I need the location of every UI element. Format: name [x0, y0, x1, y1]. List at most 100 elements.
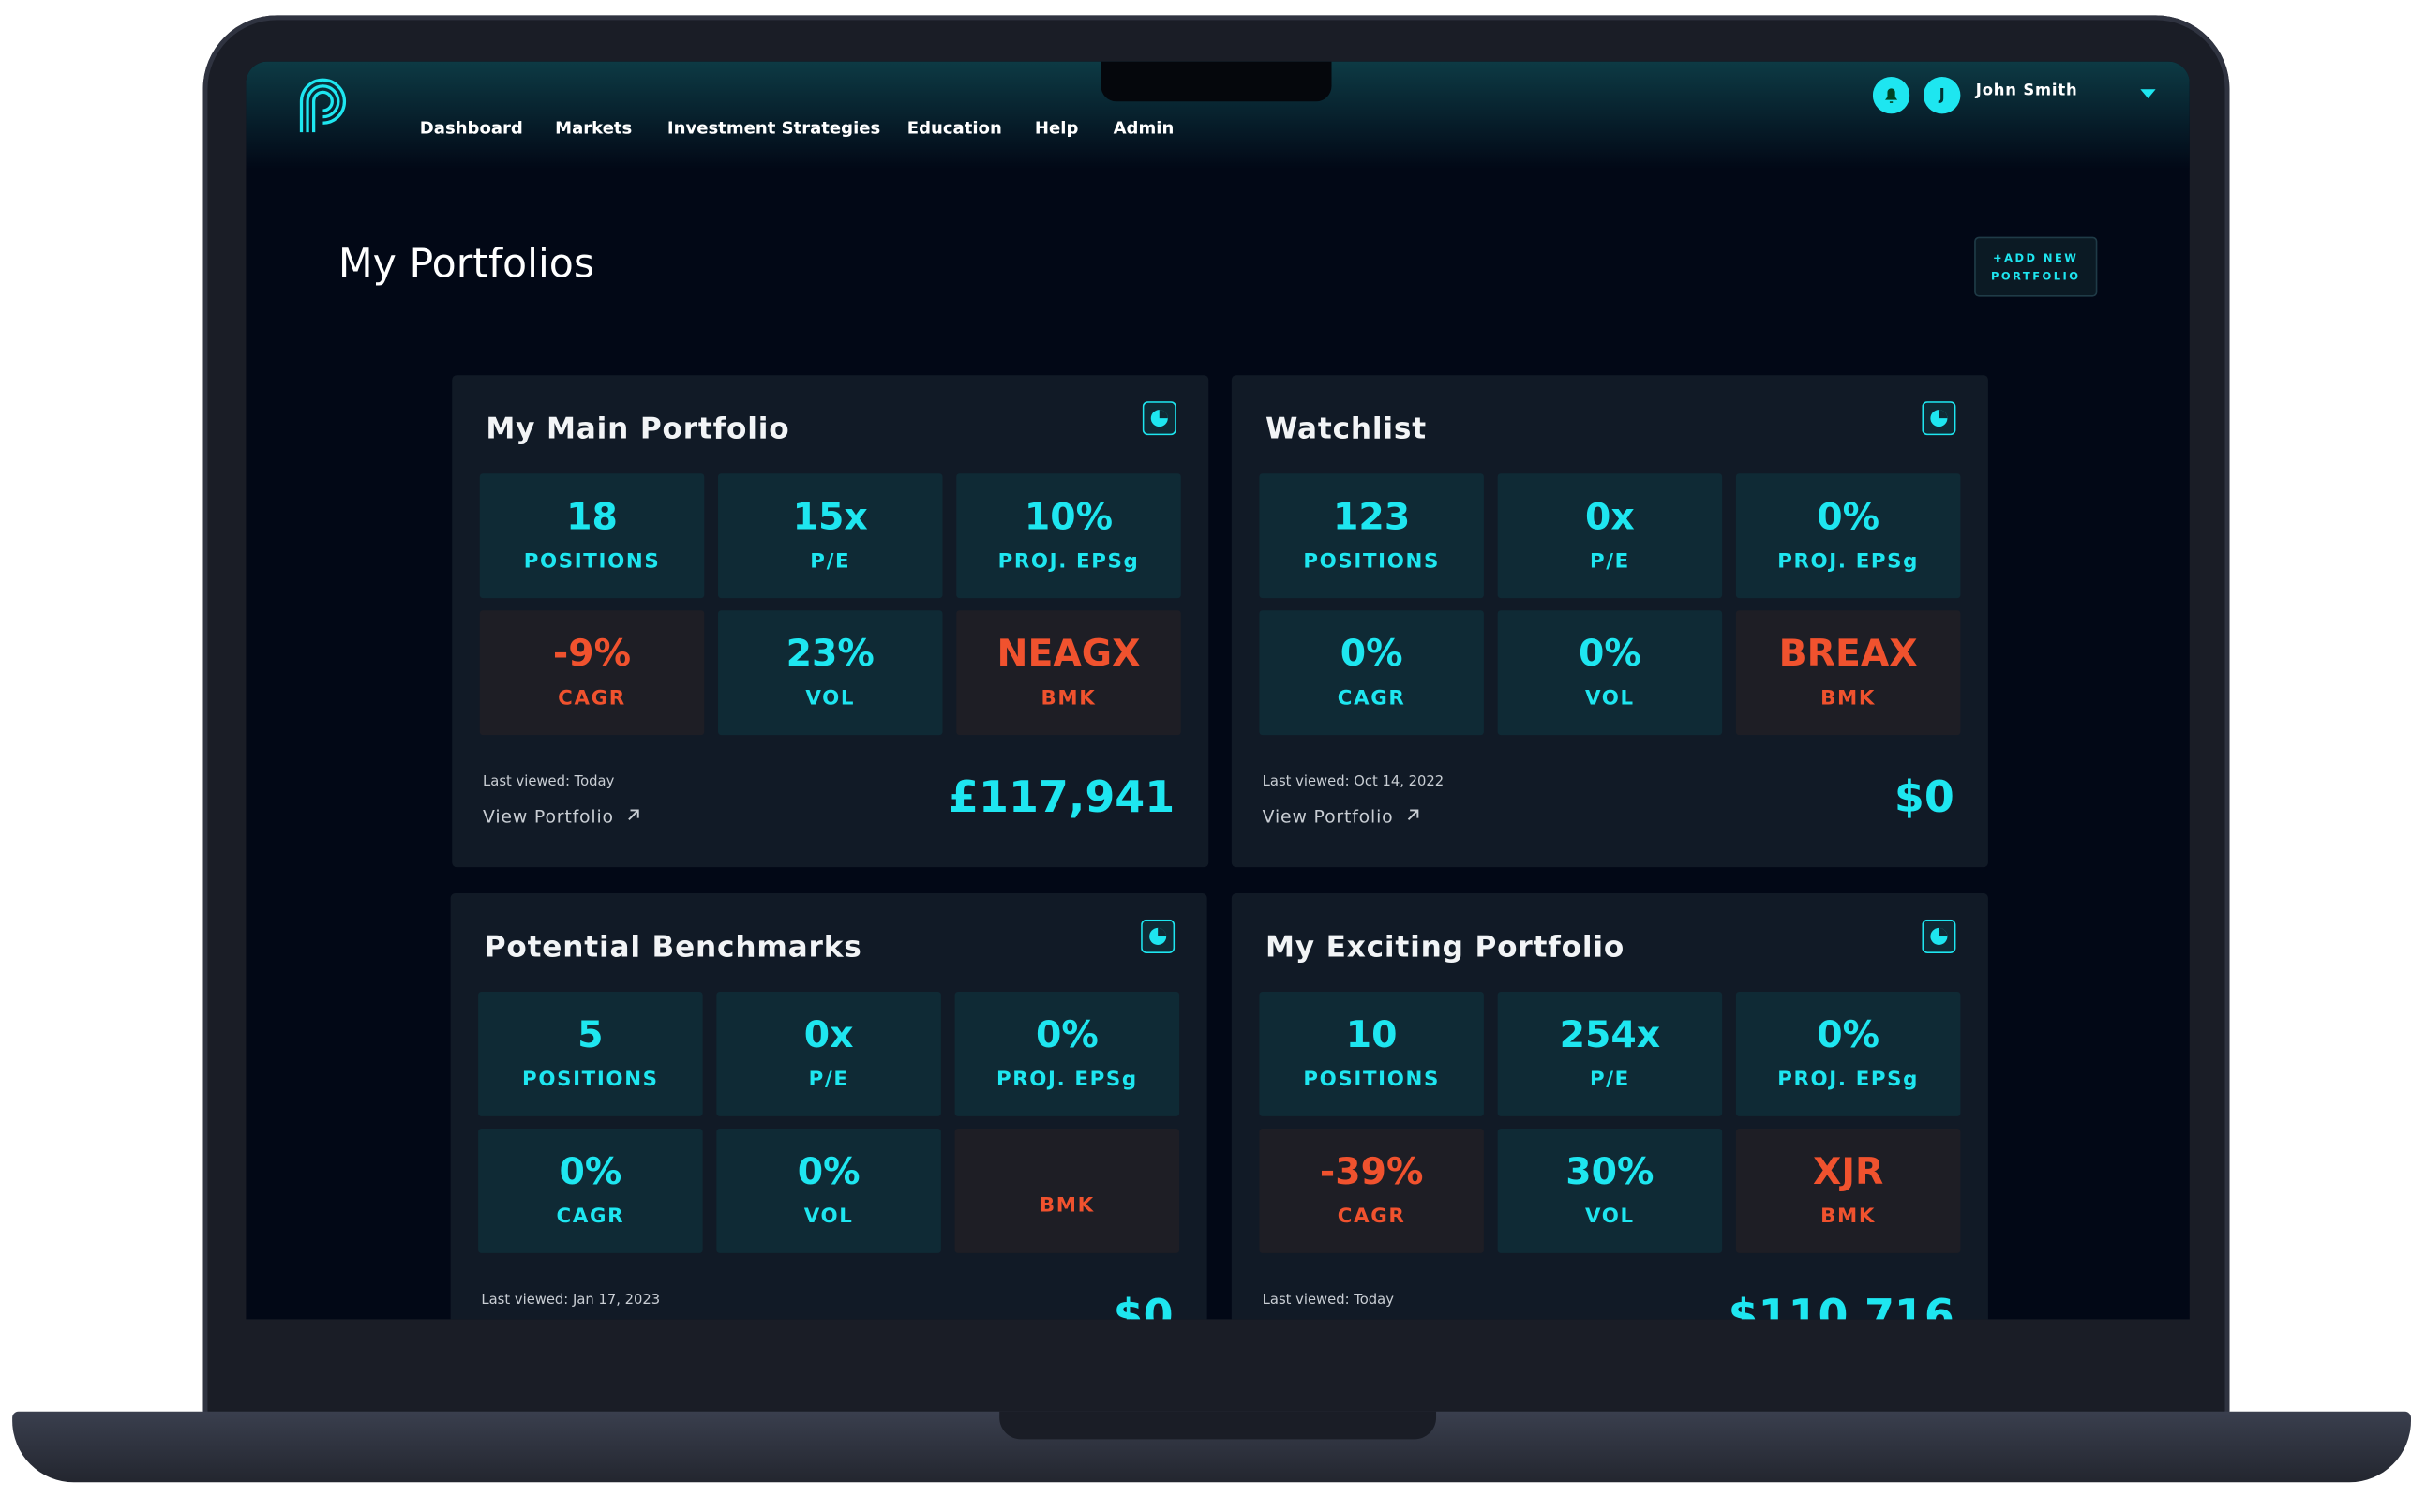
- stat-tile: 0% PROJ. EPSg: [1735, 473, 1961, 599]
- stat-tile: 0% VOL: [1497, 610, 1723, 736]
- card-title: My Main Portfolio: [486, 412, 790, 446]
- stat-value: XJR: [1812, 1149, 1884, 1193]
- stat-value: 23%: [786, 632, 875, 676]
- stat-tile: 0% VOL: [716, 1128, 941, 1253]
- stat-label: VOL: [805, 687, 856, 711]
- stat-label: VOL: [1584, 687, 1635, 711]
- stat-label: P/E: [1589, 1069, 1630, 1092]
- user-menu-caret[interactable]: [2140, 89, 2156, 101]
- stat-value: 123: [1333, 495, 1411, 539]
- stat-value: 10: [1345, 1012, 1398, 1056]
- logo[interactable]: [292, 70, 360, 138]
- stat-tile: 254x P/E: [1497, 991, 1723, 1116]
- chart-icon[interactable]: [1141, 919, 1176, 960]
- stat-tile: 15x P/E: [718, 473, 943, 599]
- stat-label: CAGR: [556, 1205, 625, 1229]
- stat-tile: 30% VOL: [1497, 1128, 1723, 1253]
- stat-tile: -9% CAGR: [479, 610, 705, 736]
- last-viewed: Last viewed: Oct 14, 2022: [1262, 774, 1445, 791]
- stat-tile: 123 POSITIONS: [1259, 473, 1484, 599]
- stat-label: CAGR: [1337, 1205, 1406, 1229]
- view-portfolio-link[interactable]: View Portfolio: [483, 805, 641, 828]
- stat-label: P/E: [1589, 550, 1630, 574]
- stat-value: 10%: [1024, 495, 1114, 539]
- link-arrow[interactable]: [1406, 807, 1421, 822]
- stat-tile: 10 POSITIONS: [1259, 991, 1484, 1116]
- nav-item[interactable]: Investment Strategies: [666, 118, 881, 139]
- stat-tile: XJR BMK: [1735, 1128, 1961, 1253]
- stat-label: P/E: [808, 1069, 849, 1092]
- camera-notch: [1101, 61, 1332, 102]
- nav-item[interactable]: Help: [1034, 118, 1079, 139]
- stat-tile: NEAGX BMK: [956, 610, 1181, 736]
- link-arrow[interactable]: [626, 807, 641, 822]
- last-viewed: Last viewed: Jan 17, 2023: [481, 1293, 661, 1309]
- page-title: My Portfolios: [337, 241, 595, 288]
- stat-label: VOL: [803, 1205, 854, 1229]
- stat-label: BMK: [1820, 687, 1877, 711]
- portfolio-card: My Main Portfolio 18 POSITIONS 15x P/E 10% PRO…: [452, 375, 1209, 868]
- stat-tile: 23% VOL: [718, 610, 943, 736]
- stat-label: PROJ. EPSg: [996, 1069, 1138, 1092]
- stat-label: PROJ. EPSg: [997, 550, 1140, 574]
- stat-label: PROJ. EPSg: [1777, 1069, 1920, 1092]
- stat-label: CAGR: [558, 687, 626, 711]
- card-title: Potential Benchmarks: [484, 930, 862, 965]
- nav-item[interactable]: Markets: [555, 118, 633, 139]
- screen: Dashboard Markets Investment Strategies Edu…: [246, 61, 2190, 1320]
- card-title: Watchlist: [1265, 412, 1428, 446]
- notification-button[interactable]: [1872, 77, 1910, 114]
- stat-value: 0%: [1340, 632, 1403, 676]
- stat-tile: 10% PROJ. EPSg: [956, 473, 1181, 599]
- stat-value: 0%: [1578, 632, 1641, 676]
- stat-value: 254x: [1559, 1012, 1661, 1056]
- stat-value: 18: [566, 495, 618, 539]
- link-text[interactable]: View Portfolio: [1262, 805, 1394, 828]
- stat-value: 0%: [797, 1149, 861, 1193]
- nav-item[interactable]: Education: [906, 118, 1002, 139]
- portfolio-card: Watchlist 123 POSITIONS 0x P/E 0% PROJ. EPSg 0%…: [1231, 375, 1988, 868]
- card-title: My Exciting Portfolio: [1265, 930, 1625, 965]
- portfolio-total: $0: [1894, 771, 1954, 823]
- view-portfolio-link[interactable]: View Portfolio: [1262, 805, 1421, 828]
- stat-label: POSITIONS: [1303, 550, 1440, 574]
- stat-value: -9%: [552, 632, 632, 676]
- stat-value: 15x: [792, 495, 868, 539]
- stat-value: -39%: [1319, 1149, 1424, 1193]
- last-viewed: Last viewed: Today: [1262, 1293, 1394, 1309]
- stat-tile: BREAX BMK: [1735, 610, 1961, 736]
- stat-value: 5: [577, 1012, 604, 1056]
- stat-value: 0%: [1817, 1012, 1880, 1056]
- chart-icon[interactable]: [1922, 401, 1956, 442]
- stat-label: P/E: [810, 550, 851, 574]
- nav-item[interactable]: Admin: [1113, 118, 1175, 139]
- stat-label: POSITIONS: [523, 550, 661, 574]
- stat-tile: 0x P/E: [1497, 473, 1723, 599]
- add-portfolio-button[interactable]: +ADD NEW PORTFOLIO: [1974, 236, 2098, 297]
- stat-label: POSITIONS: [522, 1069, 659, 1092]
- link-text[interactable]: View Portfolio: [483, 805, 614, 828]
- stat-tile: 0% CAGR: [1259, 610, 1484, 736]
- stat-tile: 0% PROJ. EPSg: [1735, 991, 1961, 1116]
- stat-label: PROJ. EPSg: [1777, 550, 1920, 574]
- stat-value: 0%: [559, 1149, 622, 1193]
- stat-tile: 18 POSITIONS: [479, 473, 705, 599]
- stat-value: 0%: [1817, 495, 1880, 539]
- stat-label: POSITIONS: [1303, 1069, 1440, 1092]
- stat-tile: 0x P/E: [716, 991, 941, 1116]
- portfolio-total: £117,941: [949, 771, 1176, 823]
- chart-icon[interactable]: [1142, 401, 1176, 442]
- user-name[interactable]: John Smith: [1975, 82, 2078, 100]
- nav-item[interactable]: Dashboard: [419, 118, 523, 139]
- stat-tile: 5 POSITIONS: [478, 991, 703, 1116]
- stat-value: 0x: [803, 1012, 854, 1056]
- avatar[interactable]: J: [1924, 77, 1961, 114]
- chart-icon[interactable]: [1922, 919, 1956, 960]
- stat-value: NEAGX: [996, 632, 1141, 676]
- portfolio-total: $110,716: [1728, 1290, 1954, 1320]
- stat-label: BMK: [1820, 1205, 1877, 1229]
- stat-tile: BMK: [954, 1128, 1180, 1253]
- last-viewed: Last viewed: Today: [483, 774, 615, 791]
- stat-value: 0%: [1035, 1012, 1099, 1056]
